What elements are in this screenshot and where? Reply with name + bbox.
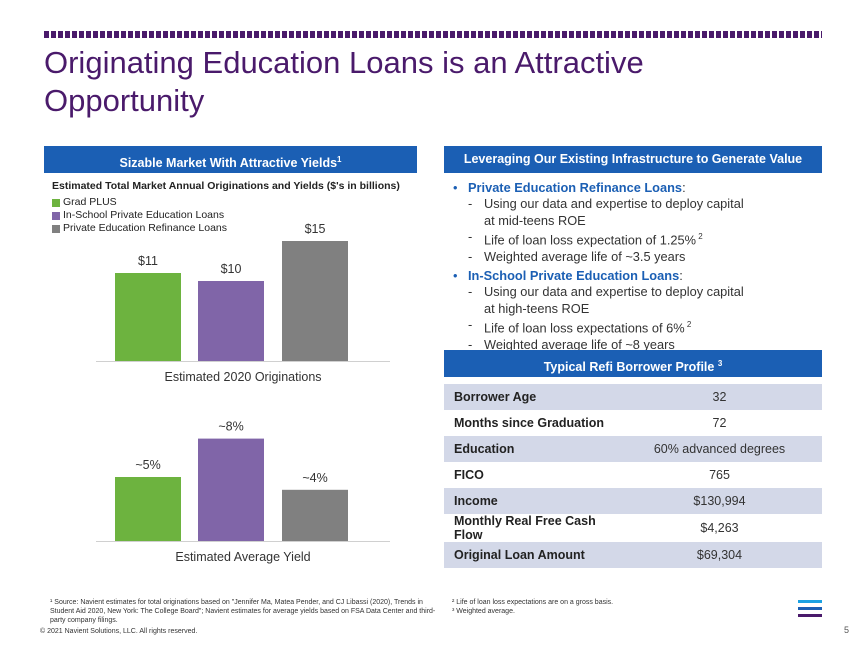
bar bbox=[282, 489, 348, 541]
dash-marker: - bbox=[468, 284, 473, 300]
infrastructure-section-header: Leveraging Our Existing Infrastructure t… bbox=[444, 146, 822, 173]
profile-value: $130,994 bbox=[617, 488, 822, 514]
data-label: $10 bbox=[221, 262, 242, 276]
chart-legend: Grad PLUS In-School Private Education Lo… bbox=[52, 196, 227, 235]
bar bbox=[198, 438, 264, 541]
bullet-dot: • bbox=[453, 180, 458, 195]
dash-marker: - bbox=[468, 229, 473, 244]
sub-bullet-text: Weighted average life of ~8 years bbox=[484, 337, 675, 353]
footnote-2: ² Life of loan loss expectations are on … bbox=[452, 599, 614, 606]
data-label: $11 bbox=[138, 254, 158, 268]
bullet-item: • In-School Private Education Loans: bbox=[452, 268, 822, 284]
legend-label: In-School Private Education Loans bbox=[63, 209, 225, 221]
profile-header-sup: 3 bbox=[717, 359, 723, 368]
profile-label: FICO bbox=[454, 468, 484, 482]
market-header-text: Sizable Market With Attractive Yields bbox=[119, 156, 338, 171]
table-row: Income $130,994 bbox=[444, 488, 822, 514]
profile-label: Income bbox=[444, 488, 617, 514]
sub-bullet-text: Using our data and expertise to deploy c… bbox=[484, 196, 744, 211]
data-label: ~8% bbox=[218, 420, 243, 434]
logo-bar bbox=[798, 607, 822, 610]
table-row: Months since Graduation 72 bbox=[444, 410, 822, 436]
footnote-ref: 2 bbox=[684, 320, 692, 330]
profile-header-text: Typical Refi Borrower Profile bbox=[543, 360, 715, 375]
bullet-dot: • bbox=[453, 268, 458, 284]
sub-bullet: - Using our data and expertise to deploy … bbox=[452, 196, 822, 229]
legend-label: Private Education Refinance Loans bbox=[63, 222, 228, 234]
table-row: Borrower Age 32 bbox=[444, 384, 822, 410]
sub-bullet: - Using our data and expertise to deploy … bbox=[452, 284, 822, 317]
legend-item-in-school: In-School Private Education Loans bbox=[52, 209, 227, 222]
bullet-colon: : bbox=[682, 180, 686, 195]
sub-bullet: - Weighted average life of ~8 years bbox=[452, 337, 822, 354]
sub-bullet: - Weighted average life of ~3.5 years bbox=[452, 249, 822, 266]
legend-swatch bbox=[52, 224, 60, 233]
navient-logo bbox=[798, 600, 822, 621]
sub-bullet: - Life of loan loss expectation of 1.25% … bbox=[452, 229, 822, 249]
sub-bullet-text: Life of loan loss expectations of 6% bbox=[484, 320, 685, 336]
dash-marker: - bbox=[468, 337, 473, 353]
sub-bullet-text: Using our data and expertise to deploy c… bbox=[484, 284, 744, 300]
table-row: Original Loan Amount $69,304 bbox=[444, 542, 822, 568]
legend-item-refinance: Private Education Refinance Loans bbox=[52, 222, 227, 235]
footnote-ref: 2 bbox=[696, 232, 703, 241]
footnote-1: ¹ Source: Navient estimates for total or… bbox=[50, 599, 436, 624]
profile-label: Monthly Real Free Cash Flow bbox=[454, 514, 596, 542]
logo-bar bbox=[798, 614, 822, 617]
profile-value: 32 bbox=[617, 384, 822, 410]
dash-marker: - bbox=[468, 196, 473, 211]
infrastructure-bullets: • Private Education Refinance Loans: - Usin… bbox=[452, 179, 822, 354]
bar bbox=[198, 281, 264, 361]
table-row: FICO 765 bbox=[444, 462, 822, 488]
profile-value: 765 bbox=[709, 468, 730, 482]
profile-label: Borrower Age bbox=[444, 384, 617, 410]
bar bbox=[282, 241, 348, 361]
profile-value: $4,263 bbox=[700, 521, 739, 535]
market-section-header: Sizable Market With Attractive Yields1 bbox=[44, 146, 417, 173]
table-row: Monthly Real Free Cash Flow $4,263 bbox=[444, 514, 822, 542]
bar bbox=[115, 477, 181, 541]
bar bbox=[115, 273, 181, 361]
data-label: $15 bbox=[305, 222, 326, 236]
x-axis-label: Estimated 2020 Originations bbox=[164, 370, 321, 384]
sub-bullet-text: at high-teens ROE bbox=[484, 300, 590, 316]
dash-marker: - bbox=[468, 317, 473, 333]
profile-label: Education bbox=[444, 436, 617, 462]
data-label: ~4% bbox=[302, 471, 327, 485]
data-label: ~5% bbox=[135, 458, 160, 472]
sub-bullet: - Life of loan loss expectations of 6% 2 bbox=[452, 317, 822, 337]
sub-bullet-text: at mid-teens ROE bbox=[484, 212, 586, 228]
sub-bullet-text: Weighted average life of ~3.5 years bbox=[484, 248, 686, 264]
bullet-colon: : bbox=[679, 268, 683, 284]
profile-value: 60% advanced degrees bbox=[617, 436, 822, 462]
dash-marker: - bbox=[468, 248, 473, 264]
copyright: © 2021 Navient Solutions, LLC. All right… bbox=[40, 628, 198, 635]
profile-label: Months since Graduation bbox=[454, 416, 605, 430]
legend-swatch bbox=[52, 211, 60, 220]
footnote-3: ³ Weighted average. bbox=[452, 608, 515, 615]
x-axis-label: Estimated Average Yield bbox=[175, 550, 310, 564]
market-chart-subtitle: Estimated Total Market Annual Originatio… bbox=[52, 180, 400, 192]
decorative-dotted-bar bbox=[44, 31, 822, 38]
logo-bar bbox=[798, 600, 822, 603]
market-header-sup: 1 bbox=[337, 155, 342, 164]
legend-item-grad-plus: Grad PLUS bbox=[52, 196, 227, 209]
profile-section-header: Typical Refi Borrower Profile 3 bbox=[444, 350, 822, 377]
bullet-item: • Private Education Refinance Loans: bbox=[452, 180, 822, 196]
legend-label: Grad PLUS bbox=[63, 196, 117, 208]
profile-label: Original Loan Amount bbox=[444, 542, 617, 568]
bullet-heading: In-School Private Education Loans bbox=[468, 268, 680, 284]
bullet-heading: Private Education Refinance Loans bbox=[468, 180, 683, 195]
table-row: Education 60% advanced degrees bbox=[444, 436, 822, 462]
legend-swatch bbox=[52, 198, 60, 207]
page-title: Originating Education Loans is an Attrac… bbox=[44, 45, 644, 118]
borrower-profile-table: Borrower Age 32 Months since Graduation 72 E… bbox=[444, 384, 822, 568]
page-number: 5 bbox=[844, 625, 850, 635]
profile-value: $69,304 bbox=[617, 542, 822, 568]
profile-value: 72 bbox=[712, 416, 727, 430]
sub-bullet-text: Life of loan loss expectation of 1.25% bbox=[484, 232, 696, 248]
